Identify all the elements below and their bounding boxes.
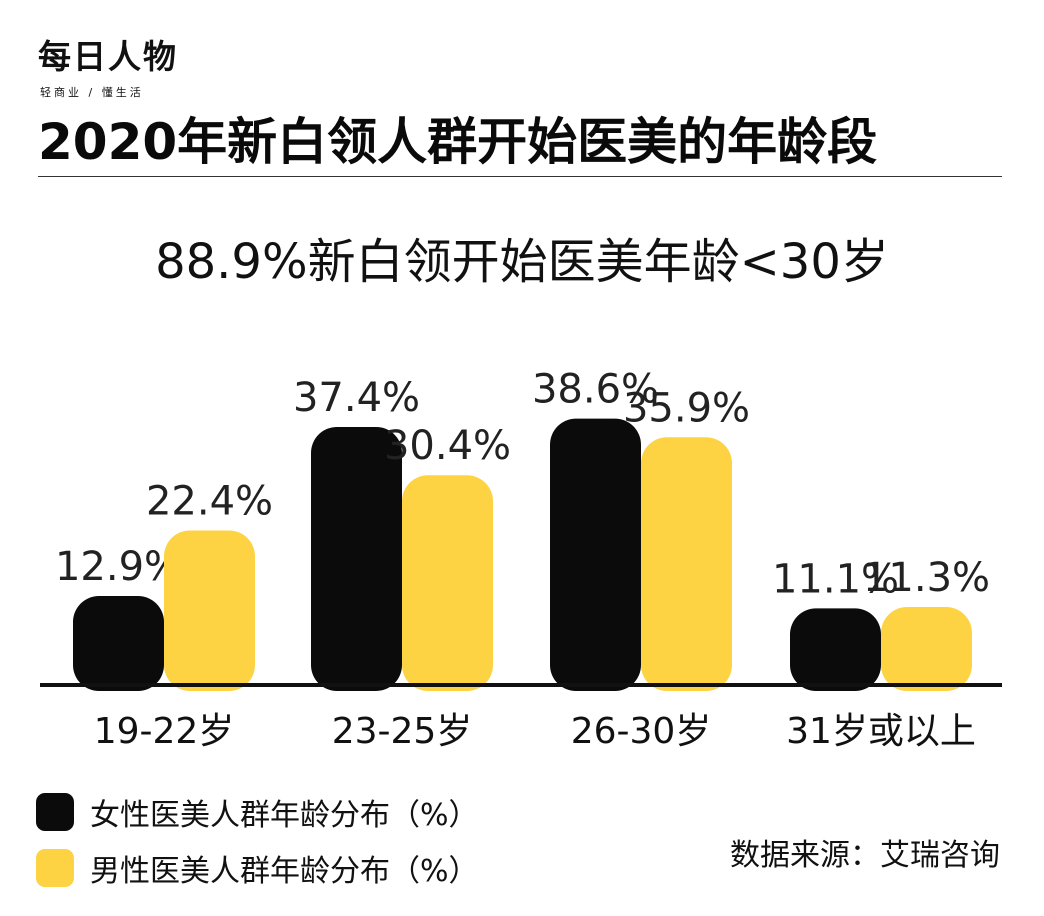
legend-swatch-female	[36, 793, 74, 831]
data-label-male-1: 30.4%	[384, 423, 511, 469]
legend-label-female: 女性医美人群年龄分布（%）	[90, 798, 479, 833]
legend: 女性医美人群年龄分布（%） 男性医美人群年龄分布（%）	[36, 784, 479, 896]
bar-female-1	[311, 426, 402, 691]
x-tick-label-3: 31岁或以上	[786, 711, 976, 752]
headline: 88.9%新白领开始医美年龄<30岁	[155, 234, 889, 290]
bar-male-3	[881, 607, 972, 691]
legend-item-male: 男性医美人群年龄分布（%）	[36, 840, 479, 896]
bar-female-0	[73, 595, 164, 691]
data-label-male-0: 22.4%	[146, 478, 273, 524]
title-divider	[38, 176, 1002, 177]
bar-female-3	[790, 608, 881, 691]
data-label-female-1: 37.4%	[293, 375, 420, 421]
bar-female-2	[550, 418, 641, 691]
data-label-male-2: 35.9%	[623, 385, 750, 431]
page-title: 2020年新白领人群开始医美的年龄段	[38, 113, 878, 171]
x-tick-label-2: 26-30岁	[571, 711, 712, 752]
data-label-male-3: 11.3%	[863, 555, 990, 601]
x-axis-line	[40, 683, 1002, 687]
x-tick-label-0: 19-22岁	[94, 711, 235, 752]
brand-tagline: 轻商业 / 懂生活	[40, 86, 144, 99]
brand-logo: 每日人物	[38, 37, 178, 76]
bar-chart: 12.9% 22.4% 19-22岁 37.4%30.4% 23-25岁 38.6%35.…	[40, 367, 1002, 752]
legend-label-male: 男性医美人群年龄分布（%）	[90, 854, 479, 889]
data-label-female-3: 11.1%	[772, 556, 899, 602]
data-label-female-0: 12.9%	[55, 544, 182, 590]
x-tick-label-1: 23-25岁	[332, 711, 473, 752]
bar-male-0	[164, 530, 255, 691]
bar-male-1	[402, 475, 493, 691]
data-source: 数据来源：艾瑞咨询	[730, 838, 1000, 873]
legend-swatch-male	[36, 849, 74, 887]
bar-male-2	[641, 437, 732, 691]
legend-item-female: 女性医美人群年龄分布（%）	[36, 784, 479, 840]
data-label-female-2: 38.6%	[532, 367, 659, 413]
